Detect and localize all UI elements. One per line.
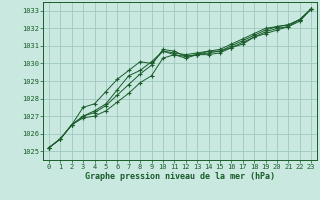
X-axis label: Graphe pression niveau de la mer (hPa): Graphe pression niveau de la mer (hPa): [85, 172, 275, 181]
